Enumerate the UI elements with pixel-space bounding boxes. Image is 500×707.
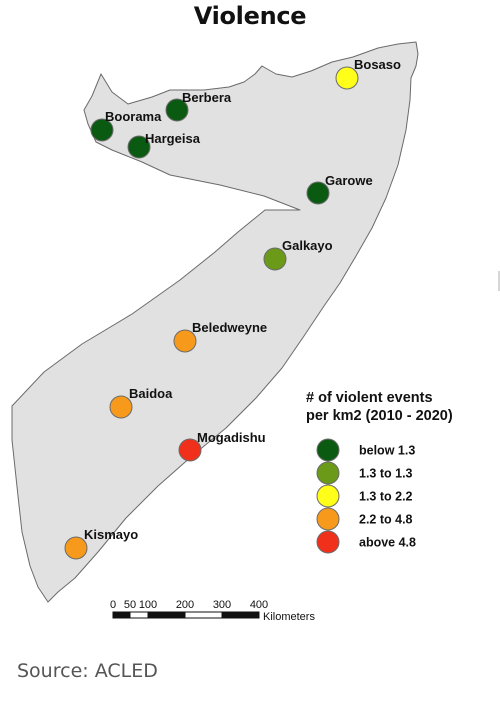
city-label-boorama: Boorama (105, 109, 162, 124)
scale-tick-0: 0 (110, 599, 116, 611)
legend-swatch-1 (316, 461, 340, 485)
source-note: Source: ACLED (17, 660, 158, 682)
city-label-baidoa: Baidoa (129, 386, 173, 401)
city-label-mogadishu: Mogadishu (197, 430, 266, 445)
city-marker-hargeisa (127, 135, 151, 159)
scale-tick-300: 300 (213, 599, 231, 611)
scale-segment-4 (221, 611, 260, 619)
legend-label-2: 1.3 to 2.2 (359, 490, 413, 504)
somalia-map: Bosaso Berbera Boorama Hargeisa Garowe Galkay… (11, 41, 453, 623)
legend-title-line1: # of violent events (306, 390, 433, 406)
legend-label-1: 1.3 to 1.3 (359, 467, 413, 481)
city-label-hargeisa: Hargeisa (145, 131, 201, 146)
legend-swatch-4 (316, 530, 340, 554)
map-title: Violence (193, 2, 307, 30)
scale-segment-3 (184, 611, 223, 619)
map-legend: # of violent events per km2 (2010 - 2020… (306, 390, 453, 554)
city-label-bosaso: Bosaso (354, 57, 401, 72)
scale-tick-400: 400 (250, 599, 268, 611)
scale-segment-0 (112, 611, 131, 619)
city-label-garowe: Garowe (325, 173, 373, 188)
scrollbar[interactable] (498, 271, 500, 291)
city-marker-bosaso (335, 66, 359, 90)
city-marker-baidoa (109, 395, 133, 419)
scale-tick-200: 200 (176, 599, 194, 611)
city-markers: Bosaso Berbera Boorama Hargeisa Garowe Galkay… (64, 57, 401, 560)
city-marker-galkayo (263, 247, 287, 271)
scale-tick-50: 50 (124, 599, 136, 611)
legend-swatch-3 (316, 507, 340, 531)
city-label-galkayo: Galkayo (282, 238, 333, 253)
city-marker-boorama (90, 118, 114, 142)
legend-label-0: below 1.3 (359, 444, 415, 458)
city-marker-kismayo (64, 536, 88, 560)
legend-swatch-2 (316, 484, 340, 508)
scale-segment-2 (147, 611, 186, 619)
city-label-berbera: Berbera (182, 90, 232, 105)
city-marker-beledweyne (173, 329, 197, 353)
legend-title-line2: per km2 (2010 - 2020) (306, 408, 453, 424)
city-label-beledweyne: Beledweyne (192, 320, 267, 335)
city-label-kismayo: Kismayo (84, 527, 138, 542)
legend-label-4: above 4.8 (359, 536, 416, 550)
city-marker-berbera (165, 98, 189, 122)
city-marker-mogadishu (178, 438, 202, 462)
scale-tick-100: 100 (139, 599, 157, 611)
legend-swatch-0 (316, 438, 340, 462)
city-marker-garowe (306, 181, 330, 205)
scale-unit-label: Kilometers (263, 611, 315, 623)
scale-segment-1 (129, 611, 149, 619)
legend-label-3: 2.2 to 4.8 (359, 513, 413, 527)
